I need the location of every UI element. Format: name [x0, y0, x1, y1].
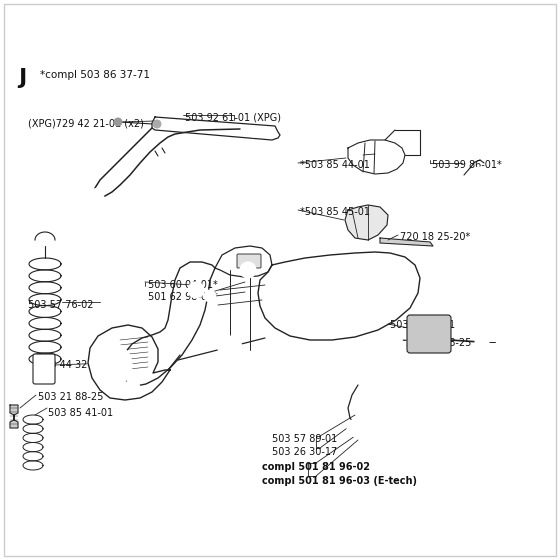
FancyBboxPatch shape [33, 354, 55, 384]
Circle shape [191, 285, 201, 295]
Text: 501 62 98-01*: 501 62 98-01* [148, 292, 218, 302]
Circle shape [188, 282, 204, 298]
Polygon shape [88, 325, 170, 400]
Circle shape [372, 372, 444, 444]
Text: compl 501 81 96-03 (E-tech): compl 501 81 96-03 (E-tech) [262, 476, 417, 486]
Text: *503 85 45-01: *503 85 45-01 [300, 207, 370, 217]
Circle shape [282, 267, 338, 323]
Text: 503 57 89-01: 503 57 89-01 [272, 434, 337, 444]
Text: 503 21 88-25: 503 21 88-25 [38, 392, 104, 402]
Circle shape [472, 167, 488, 183]
Text: 503 26 30-17: 503 26 30-17 [272, 447, 337, 457]
Circle shape [88, 343, 132, 387]
Text: 503 57 76-02: 503 57 76-02 [28, 300, 94, 310]
Text: 503 85 41-01: 503 85 41-01 [390, 320, 455, 330]
Circle shape [92, 188, 104, 200]
Text: G: G [424, 332, 431, 341]
Circle shape [380, 380, 436, 436]
FancyBboxPatch shape [237, 254, 261, 268]
Circle shape [100, 350, 120, 370]
Circle shape [475, 335, 489, 349]
Circle shape [243, 265, 253, 275]
Polygon shape [152, 117, 280, 140]
FancyBboxPatch shape [407, 315, 451, 353]
Circle shape [275, 260, 345, 330]
Circle shape [204, 290, 216, 302]
Text: 503 99 86-01*: 503 99 86-01* [432, 160, 502, 170]
Circle shape [266, 130, 274, 138]
Text: 503 60 04-01*: 503 60 04-01* [148, 280, 218, 290]
Polygon shape [258, 252, 420, 340]
Circle shape [240, 262, 256, 278]
Text: 503 85 41-01: 503 85 41-01 [48, 408, 113, 418]
Text: 720 18 25-20*: 720 18 25-20* [400, 232, 470, 242]
Text: (XPG)729 42 21-01 (x2): (XPG)729 42 21-01 (x2) [28, 118, 144, 128]
Circle shape [114, 118, 122, 126]
Polygon shape [348, 140, 405, 174]
Text: 503 21 88-25: 503 21 88-25 [406, 338, 472, 348]
Text: 503 44 32-01: 503 44 32-01 [38, 360, 103, 370]
Circle shape [95, 350, 125, 380]
Text: *compl 503 86 37-71: *compl 503 86 37-71 [40, 70, 150, 80]
Polygon shape [380, 238, 433, 246]
Circle shape [218, 336, 242, 360]
Circle shape [153, 120, 161, 128]
Polygon shape [10, 405, 18, 428]
Polygon shape [120, 262, 215, 386]
Circle shape [92, 342, 128, 378]
Circle shape [347, 419, 365, 437]
Text: compl 501 81 96-02: compl 501 81 96-02 [262, 462, 370, 472]
Circle shape [103, 358, 117, 372]
Text: *503 85 44-01: *503 85 44-01 [300, 160, 370, 170]
Text: J: J [18, 68, 26, 88]
Polygon shape [345, 205, 388, 240]
Text: 503 92 61-01 (XPG): 503 92 61-01 (XPG) [185, 112, 281, 122]
Circle shape [409, 135, 417, 143]
Circle shape [124, 380, 140, 396]
Circle shape [248, 127, 258, 137]
Polygon shape [215, 246, 272, 277]
